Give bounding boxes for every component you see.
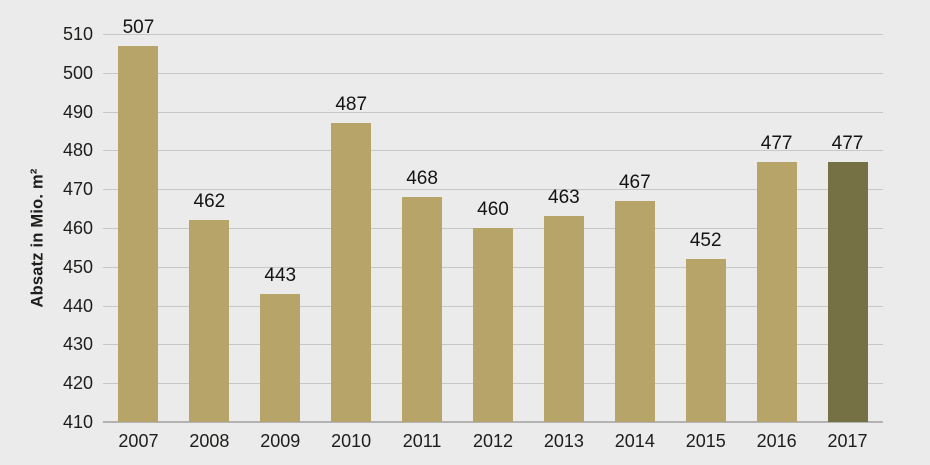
bar-2017	[827, 162, 868, 422]
x-tick-label: 2016	[756, 431, 797, 451]
gridline	[103, 111, 883, 113]
bar-2010	[331, 123, 372, 422]
gridline	[103, 72, 883, 74]
x-tick-label: 2015	[685, 431, 726, 451]
bar-2009	[260, 293, 301, 422]
bar-2016	[756, 162, 797, 422]
x-tick-label: 2011	[402, 431, 442, 451]
y-tick-label: 470	[62, 179, 93, 200]
x-tick-label: 2009	[260, 431, 301, 451]
y-tick-label: 510	[62, 24, 93, 44]
bar-value-label: 477	[831, 133, 864, 155]
bar-2014	[614, 200, 655, 422]
bar-2012	[473, 228, 513, 422]
x-tick-label: 2017	[827, 431, 868, 451]
y-tick-label: 490	[62, 101, 93, 122]
bar-value-label: 460	[477, 199, 509, 220]
y-tick-label: 500	[62, 62, 93, 83]
bar-2011	[402, 196, 443, 422]
bar-value-label: 463	[548, 187, 580, 209]
bar-value-label: 468	[406, 167, 438, 189]
bar-value-label: 487	[335, 94, 368, 116]
y-tick-label: 420	[62, 373, 93, 394]
bar-2015	[685, 259, 726, 422]
bar-2007	[118, 45, 159, 422]
x-tick-label: 2008	[189, 431, 230, 451]
gridline	[103, 34, 883, 35]
y-tick-label: 410	[62, 412, 93, 432]
bar-value-label: 443	[264, 264, 297, 286]
x-tick-label: 2012	[472, 431, 514, 451]
gridline	[103, 189, 883, 191]
bar-value-label: 462	[193, 191, 226, 213]
y-tick-label: 480	[62, 140, 93, 161]
x-tick-label: 2013	[543, 431, 584, 451]
y-tick-label: 430	[62, 334, 93, 355]
x-tick-label: 2007	[118, 431, 159, 451]
y-tick-label: 450	[62, 256, 93, 277]
y-tick-label: 440	[62, 295, 93, 316]
x-tick-label: 2014	[614, 431, 655, 451]
bar-2008	[189, 220, 230, 422]
y-tick-label: 460	[62, 218, 93, 238]
bar-value-label: 452	[689, 230, 722, 252]
bar-value-label: 467	[618, 171, 651, 193]
x-tick-label: 2010	[331, 431, 372, 451]
gridline	[103, 150, 883, 152]
bar-value-label: 507	[122, 16, 155, 38]
bar-2013	[543, 216, 584, 422]
bar-value-label: 477	[760, 133, 793, 155]
x-axis-baseline	[103, 421, 883, 423]
